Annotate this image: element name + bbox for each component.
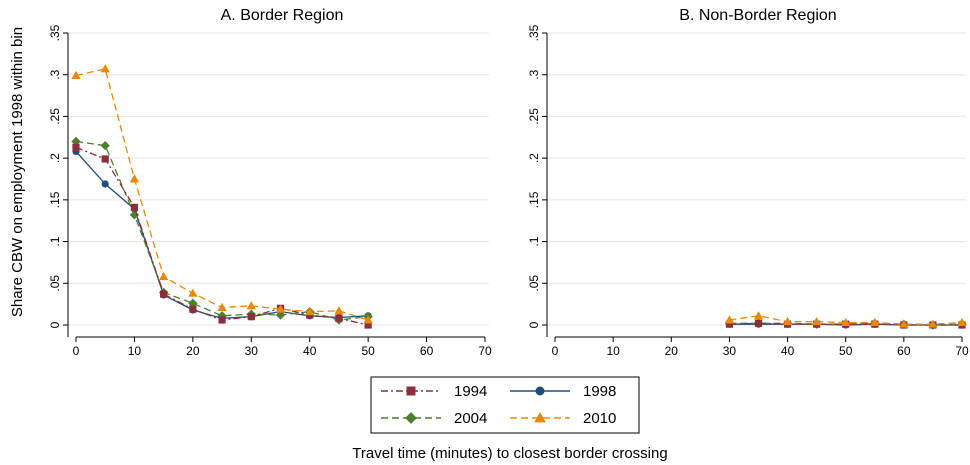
legend-label: 2010 [583,410,616,427]
x-tick-label: 60 [420,344,434,358]
y-tick-label: .05 [48,275,62,292]
data-point [218,316,226,324]
data-point [71,136,81,147]
x-tick-label: 20 [186,344,200,358]
y-tick-label: .05 [527,275,541,292]
panel-title: A. Border Region [221,7,344,24]
data-point [246,301,256,310]
data-point [129,174,140,183]
data-point [275,304,286,313]
x-tick-label: 30 [723,344,737,358]
series-line-1998 [75,151,369,319]
legend-label: 2004 [454,410,487,427]
data-point [101,180,109,188]
data-point [71,70,81,80]
x-tick-label: 50 [839,344,853,358]
x-tick-label: 10 [128,344,142,358]
y-tick-label: .2 [527,153,541,163]
x-tick-label: 70 [478,344,492,358]
data-point [782,316,793,326]
x-tick-label: 40 [303,344,317,358]
legend-entry-2010: 2010 [510,410,616,427]
panel-title: B. Non-Border Region [679,7,836,24]
x-tick-label: 50 [361,344,375,358]
panel-border-region: A. Border Region 0 .05 .1 .15 .2 .25 .3 .35 0 10 2… [48,7,492,358]
y-tick-label: 0 [48,321,62,328]
y-tick-label: .3 [48,69,62,79]
data-point [275,310,286,320]
y-tick-label: .1 [527,236,541,246]
data-point [870,317,880,327]
legend-marker [535,386,545,396]
legend-marker [406,386,416,396]
y-tick-label: .35 [527,24,541,41]
x-tick-label: 30 [245,344,259,358]
data-point [725,320,734,328]
data-point [101,155,109,163]
data-point [100,64,110,73]
y-tick-label: .35 [48,24,62,41]
y-tick-label: .3 [527,69,541,79]
data-point [217,302,227,311]
data-point [899,319,909,328]
legend-marker [534,412,546,423]
legend-label: 1994 [454,383,487,400]
data-point [334,306,344,315]
data-point [928,319,938,328]
y-axis-label: Share CBW on employment 1998 within bin [9,27,26,317]
series-2010 [724,311,967,328]
data-point [363,315,373,324]
y-tick-label: .1 [48,236,62,246]
y-tick-label: .15 [527,191,541,208]
data-point [724,315,735,324]
x-tick-label: 70 [955,344,969,358]
x-tick-label: 40 [781,344,795,358]
data-point [305,306,315,316]
data-point [188,288,198,297]
data-point [72,143,80,151]
legend-box [370,376,640,434]
series-2004 [71,136,373,325]
data-point [811,316,822,326]
data-point [158,271,169,281]
y-tick-label: .2 [48,153,62,163]
data-point [100,140,110,151]
legend-entry-1998: 1998 [510,383,616,400]
data-point [754,319,763,327]
series-line-1994 [75,146,369,326]
data-point [130,203,139,211]
data-point [188,298,198,308]
data-point [335,314,343,322]
x-tick-label: 0 [73,344,80,358]
y-tick-label: .25 [48,108,62,125]
series-line-2010 [75,68,369,321]
y-tick-label: 0 [527,321,541,328]
y-tick-label: .25 [527,108,541,125]
data-point [364,321,372,329]
series-line-2010 [729,315,963,325]
legend: 1994 1998 2004 2010 [370,376,640,434]
y-tick-label: .15 [48,191,62,208]
data-point [957,317,967,327]
series-2010 [71,64,373,324]
x-tick-label: 0 [552,344,559,358]
panel-non-border-region: B. Non-Border Region 0 .05 .1 .15 .2 .25 .3 .35… [527,7,969,358]
legend-marker [405,412,417,424]
data-point [753,311,764,320]
legend-entry-1994: 1994 [381,383,487,400]
data-point [841,317,851,327]
data-point [217,311,227,321]
x-tick-label: 60 [897,344,911,358]
data-point [160,290,168,298]
legend-entry-2004: 2004 [381,410,487,427]
x-tick-label: 20 [665,344,679,358]
x-axis-label: Travel time (minutes) to closest border … [352,445,667,462]
series-1994 [72,143,372,329]
data-point [189,305,197,313]
series-line-2004 [75,140,369,321]
x-tick-label: 10 [606,344,620,358]
legend-label: 1998 [583,383,616,400]
data-point [247,313,255,321]
